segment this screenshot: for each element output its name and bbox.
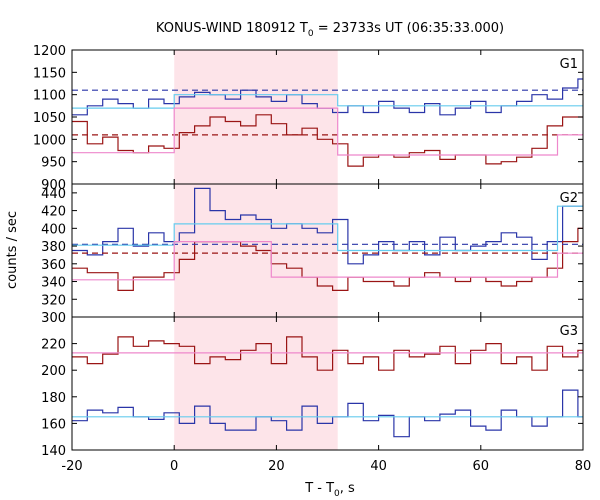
- cyan-model-fit: [72, 94, 583, 109]
- pink-model-fit: [72, 107, 583, 156]
- y-tick-label: 140: [41, 444, 66, 459]
- y-tick-label: 200: [41, 364, 66, 379]
- plot-area: [72, 336, 583, 438]
- x-tick-label: 80: [575, 459, 592, 474]
- y-tick-label: 1200: [33, 44, 66, 59]
- blue-step-series: [72, 187, 583, 265]
- x-tick-label: 60: [473, 459, 490, 474]
- y-axis-label: counts / sec: [5, 211, 20, 289]
- panel-label: G3: [560, 324, 578, 339]
- chart-panels: 900 950 1000 1050 1100 1150 1200 G1 300 320 340 360…: [33, 44, 591, 474]
- y-tick-label: 400: [41, 222, 66, 237]
- pink-model-fit: [72, 241, 583, 281]
- y-tick-label: 360: [41, 258, 66, 273]
- red-step-series: [72, 336, 583, 371]
- y-tick-label: 340: [41, 276, 66, 291]
- panel-g3: 140 160 180 200 220 -20 0 20 40 60 80 G3: [41, 316, 592, 474]
- y-tick-label: 1150: [33, 66, 66, 81]
- y-tick-label: 950: [41, 156, 66, 171]
- y-tick-label: 1100: [33, 89, 66, 104]
- panel-frame: [71, 316, 584, 451]
- plot-area: [72, 78, 583, 167]
- x-tick-label: -20: [61, 459, 82, 474]
- y-tick-label: 420: [41, 205, 66, 220]
- y-tick-label: 380: [41, 240, 66, 255]
- red-step-series: [72, 227, 583, 291]
- y-tick-label: 180: [41, 391, 66, 406]
- blue-step-series: [72, 78, 583, 116]
- y-tick-label: 320: [41, 293, 66, 308]
- x-tick-label: 0: [170, 459, 178, 474]
- x-axis-label: T - T0, s: [304, 481, 355, 499]
- red-step-series: [72, 114, 583, 167]
- y-tick-label: 900: [41, 178, 66, 193]
- panel-g1: 900 950 1000 1050 1100 1150 1200 G1: [33, 44, 584, 193]
- chart-title: KONUS-WIND 180912 T0 = 23733s UT (06:35:…: [156, 21, 504, 39]
- x-tick-label: 40: [370, 459, 387, 474]
- x-tick-label: 20: [268, 459, 285, 474]
- y-tick-label: 1050: [33, 111, 66, 126]
- plot-area: [72, 187, 583, 291]
- panel-label: G1: [560, 57, 578, 72]
- y-tick-label: 300: [41, 311, 66, 326]
- y-tick-label: 220: [41, 338, 66, 353]
- panel-label: G2: [560, 191, 578, 206]
- y-tick-label: 160: [41, 417, 66, 432]
- y-tick-label: 440: [41, 187, 66, 202]
- y-tick-label: 1000: [33, 133, 66, 148]
